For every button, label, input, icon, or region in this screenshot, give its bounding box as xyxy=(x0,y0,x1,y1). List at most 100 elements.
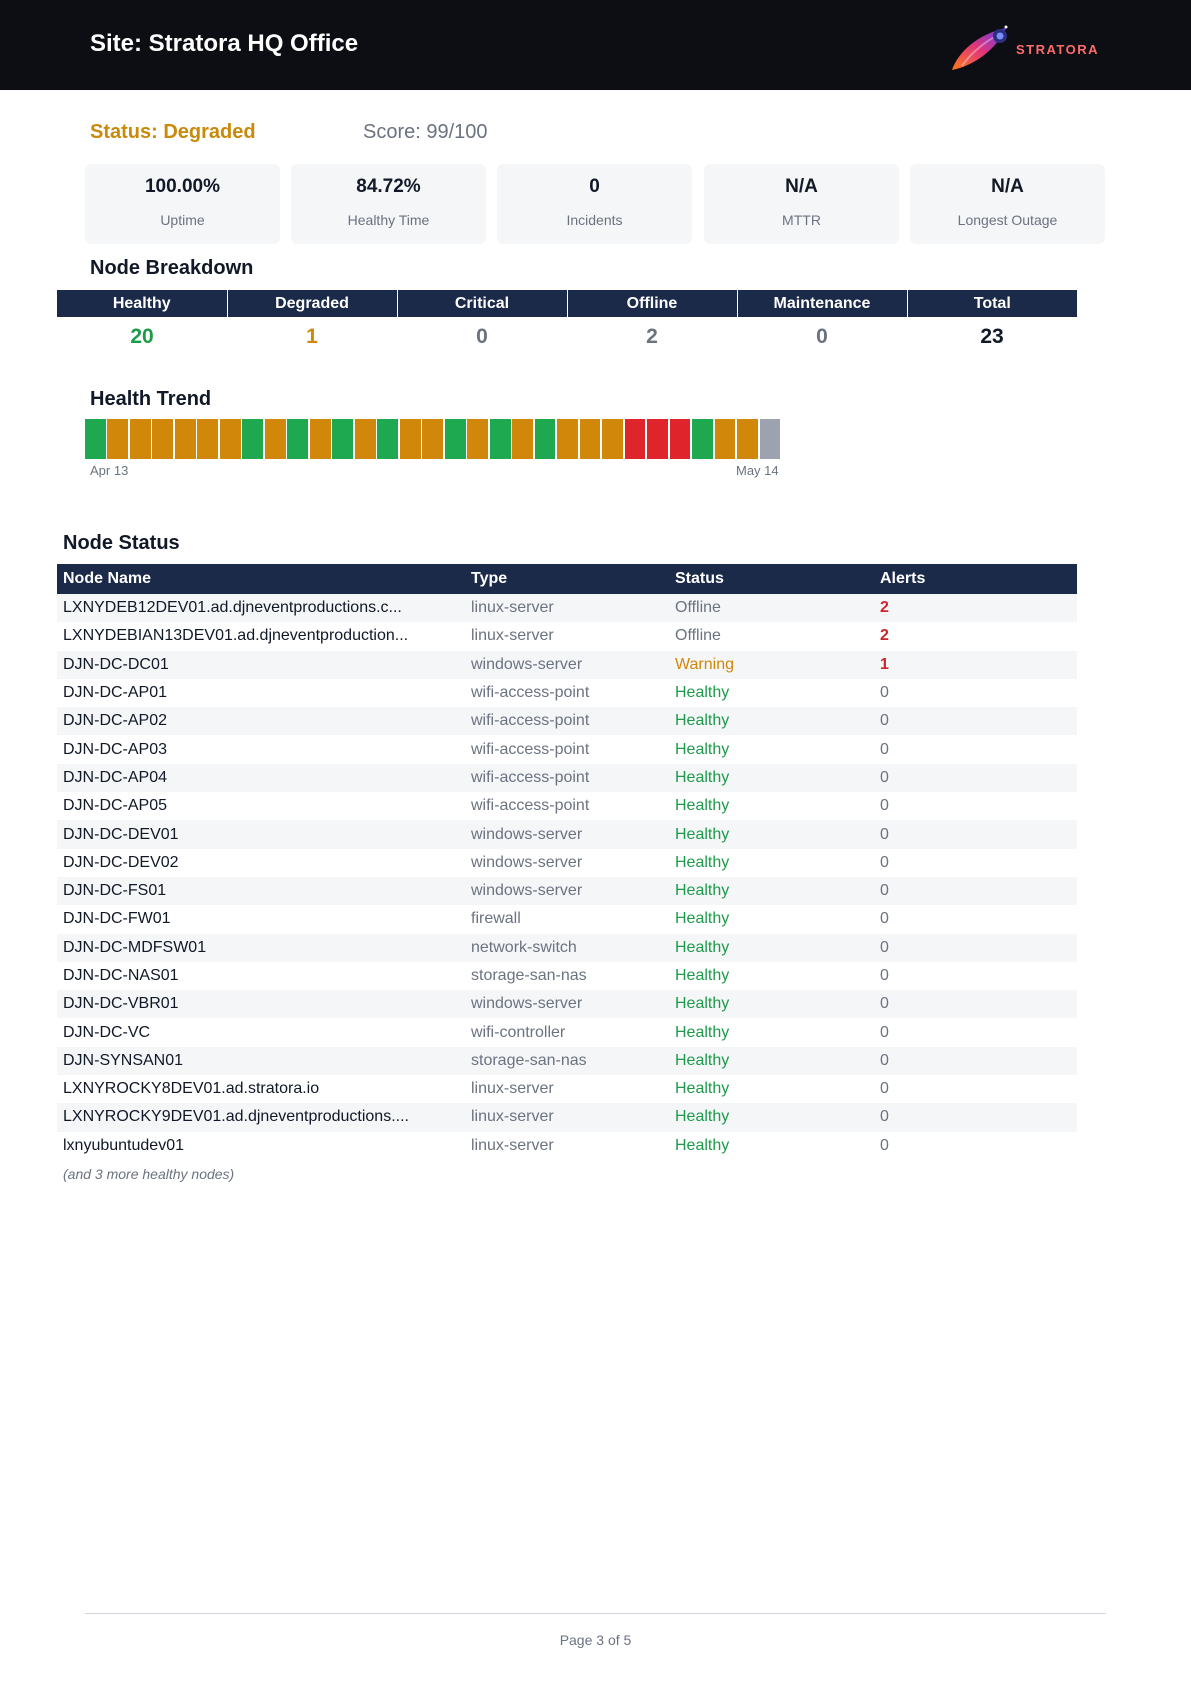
node-alerts-cell: 0 xyxy=(874,763,1077,793)
node-type-cell: windows-server xyxy=(465,650,669,679)
trend-end-label: May 14 xyxy=(736,463,779,478)
trend-day-degraded xyxy=(174,419,196,459)
node-status-cell: Healthy xyxy=(675,853,730,871)
stratora-logo: STRATORA xyxy=(948,22,1108,72)
table-row: DJN-DC-DC01 windows-server Warning 1 xyxy=(57,650,1077,679)
breakdown-header: Maintenance xyxy=(737,290,908,317)
status-label: Status: Degraded xyxy=(90,121,256,143)
trend-day-degraded xyxy=(107,419,129,459)
trend-day-degraded xyxy=(264,419,286,459)
node-name-cell: DJN-DC-NAS01 xyxy=(63,967,179,984)
metric-label: Longest Outage xyxy=(957,212,1058,228)
column-header-status: Status xyxy=(669,564,874,594)
node-name-cell: DJN-DC-FS01 xyxy=(57,876,465,906)
metric-value: 84.72% xyxy=(356,176,421,197)
trend-day-healthy xyxy=(377,419,399,459)
trend-day-degraded xyxy=(557,419,578,459)
node-alerts-cell: 0 xyxy=(874,1046,1077,1076)
node-status-cell: Healthy xyxy=(669,763,874,793)
logo-wordmark: STRATORA xyxy=(1016,42,1100,57)
table-row: LXNYDEB12DEV01.ad.djneventproductions.c.… xyxy=(57,594,1077,623)
table-row: DJN-DC-AP02 wifi-access-point Healthy 0 xyxy=(57,707,1077,736)
trend-day-healthy xyxy=(489,419,511,459)
table-row: DJN-SYNSAN01 storage-san-nas Healthy 0 xyxy=(57,1046,1077,1076)
node-status-cell: Healthy xyxy=(669,933,874,962)
node-alerts-cell: 0 xyxy=(874,820,1077,849)
metric-card-incidents: 0 Incidents xyxy=(497,164,692,244)
node-type-cell: wifi-access-point xyxy=(465,763,669,793)
node-name-cell: DJN-SYNSAN01 xyxy=(57,1046,465,1076)
node-name-cell: DJN-DC-FW01 xyxy=(63,910,171,928)
node-status-cell: Healthy xyxy=(669,1046,874,1076)
node-breakdown-title: Node Breakdown xyxy=(90,257,254,279)
node-name-cell: DJN-DC-AP05 xyxy=(63,797,168,815)
table-row: DJN-DC-MDFSW01 network-switch Healthy 0 xyxy=(57,933,1077,962)
node-alerts-cell: 0 xyxy=(874,1103,1077,1132)
node-alerts-cell: 0 xyxy=(880,740,889,758)
trend-day-degraded xyxy=(354,419,376,459)
node-type-cell: storage-san-nas xyxy=(465,1046,669,1076)
node-name-cell: DJN-DC-VBR01 xyxy=(57,990,465,1019)
node-type-cell: wifi-access-point xyxy=(471,684,590,702)
trend-day-critical xyxy=(647,419,668,459)
node-status-cell: Healthy xyxy=(669,707,874,736)
node-type-cell: storage-san-nas xyxy=(471,967,587,984)
node-name-cell: DJN-DC-AP01 xyxy=(63,684,168,702)
node-name-cell: LXNYDEB12DEV01.ad.djneventproductions.c.… xyxy=(57,594,465,623)
node-alerts-cell: 0 xyxy=(874,933,1077,962)
node-alerts-cell: 2 xyxy=(874,594,1077,623)
breakdown-header: Total xyxy=(907,290,1077,317)
trend-day-degraded xyxy=(152,419,174,459)
trend-day-healthy xyxy=(332,419,354,459)
node-alerts-cell: 0 xyxy=(880,684,889,702)
breakdown-count: 20 xyxy=(130,325,154,348)
health-trend-title: Health Trend xyxy=(90,388,212,410)
trend-start-label: Apr 13 xyxy=(90,463,129,478)
node-type-cell: firewall xyxy=(471,910,521,928)
trend-day-degraded xyxy=(714,419,736,459)
breakdown-header: Healthy xyxy=(57,290,228,317)
trend-day-degraded xyxy=(219,419,241,459)
table-row: DJN-DC-FS01 windows-server Healthy 0 xyxy=(57,876,1077,906)
node-status-cell: Healthy xyxy=(675,740,730,758)
metric-value: N/A xyxy=(785,176,818,197)
score-label: Score: 99/100 xyxy=(363,121,488,143)
metric-card-mttr: N/A MTTR xyxy=(704,164,899,244)
table-row: DJN-DC-FW01 firewall Healthy 0 xyxy=(57,905,1077,933)
node-name-cell: DJN-DC-AP03 xyxy=(63,740,168,758)
node-alerts-cell: 0 xyxy=(880,910,889,928)
table-row: DJN-DC-DEV01 windows-server Healthy 0 xyxy=(57,820,1077,849)
trend-day-degraded xyxy=(309,419,331,459)
trend-day-degraded xyxy=(602,419,623,459)
trend-day-degraded xyxy=(197,419,219,459)
trend-day-degraded xyxy=(129,419,151,459)
table-row: LXNYROCKY9DEV01.ad.djneventproductions..… xyxy=(57,1103,1077,1132)
health-trend-bar xyxy=(85,419,781,459)
table-row: DJN-DC-AP03 wifi-access-point Healthy 0 xyxy=(57,735,1077,763)
breakdown-header: Critical xyxy=(397,290,568,317)
trend-day-degraded xyxy=(399,419,421,459)
trend-day-healthy xyxy=(534,419,556,459)
node-status-table: Node Name Type Status Alerts LXNYDEB12DE… xyxy=(57,564,1077,1160)
breakdown-header: Degraded xyxy=(227,290,398,317)
trend-day-unknown xyxy=(759,419,781,459)
node-status-cell: Healthy xyxy=(675,1136,730,1154)
more-nodes-note: (and 3 more healthy nodes) xyxy=(63,1166,235,1182)
node-status-cell: Healthy xyxy=(675,910,730,928)
node-status-cell: Healthy xyxy=(675,1080,730,1098)
trend-day-degraded xyxy=(579,419,601,459)
table-row: LXNYROCKY8DEV01.ad.stratora.io linux-serv… xyxy=(57,1075,1077,1103)
breakdown-count: 1 xyxy=(306,325,318,348)
node-status-cell: Healthy xyxy=(669,1103,874,1132)
table-row: DJN-DC-AP05 wifi-access-point Healthy 0 xyxy=(57,792,1077,820)
page-number: Page 3 of 5 xyxy=(559,1632,632,1648)
breakdown-header: Offline xyxy=(567,290,738,317)
column-header-node-name: Node Name xyxy=(57,564,465,594)
trend-day-healthy xyxy=(692,419,713,459)
node-type-cell: windows-server xyxy=(471,853,583,871)
table-row: lxnyubuntudev01 linux-server Healthy 0 xyxy=(57,1132,1077,1160)
node-type-cell: wifi-access-point xyxy=(471,797,590,815)
metric-card-uptime: 100.00% Uptime xyxy=(85,164,280,244)
node-alerts-cell: 0 xyxy=(880,797,889,815)
node-status-cell: Healthy xyxy=(669,990,874,1019)
